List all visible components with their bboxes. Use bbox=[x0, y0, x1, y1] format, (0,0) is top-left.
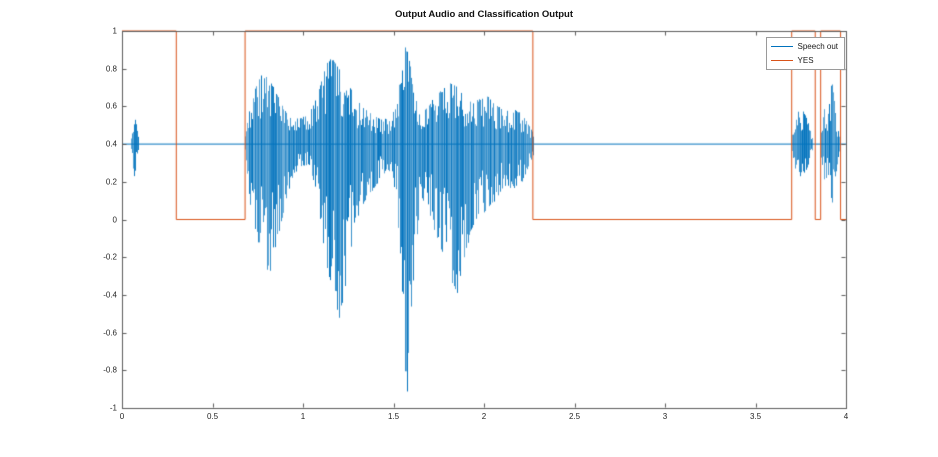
legend[interactable]: Speech out YES bbox=[765, 37, 845, 70]
y-tick-label: 0 bbox=[112, 215, 117, 224]
y-tick-label: -1 bbox=[109, 403, 117, 413]
x-tick-label: 0 bbox=[119, 412, 125, 421]
y-tick-label: 0.2 bbox=[105, 177, 117, 187]
x-tick-label: 1.5 bbox=[387, 412, 400, 421]
x-tick-label: 0.5 bbox=[206, 412, 219, 421]
x-tick-label: 3 bbox=[662, 412, 668, 421]
legend-item-yes[interactable]: YES bbox=[770, 55, 838, 66]
y-tick-label: 0.6 bbox=[105, 101, 117, 111]
legend-item-speech-out[interactable]: Speech out bbox=[770, 41, 838, 52]
y-tick-label: 0.4 bbox=[105, 139, 117, 149]
x-tick-label: 1 bbox=[300, 412, 306, 421]
y-tick-label: -0.4 bbox=[103, 290, 117, 300]
x-tick-label: 2.5 bbox=[568, 412, 581, 421]
x-tick-label: 3.5 bbox=[749, 412, 762, 421]
y-tick-label: -0.2 bbox=[103, 252, 117, 262]
x-tick-label: 2 bbox=[481, 412, 487, 421]
y-tick-label: 0.8 bbox=[105, 64, 117, 74]
legend-line-sample-blue bbox=[770, 46, 793, 47]
legend-label-yes: YES bbox=[797, 56, 814, 65]
legend-label-speech-out: Speech out bbox=[797, 42, 838, 51]
legend-line-sample-orange bbox=[770, 60, 793, 61]
chart-title: Output Audio and Classification Output bbox=[394, 9, 574, 20]
x-tick-label: 4 bbox=[843, 412, 849, 421]
y-tick-label: -0.8 bbox=[103, 365, 117, 375]
y-tick-label: 1 bbox=[112, 26, 117, 36]
y-tick-label: -0.6 bbox=[103, 328, 117, 338]
